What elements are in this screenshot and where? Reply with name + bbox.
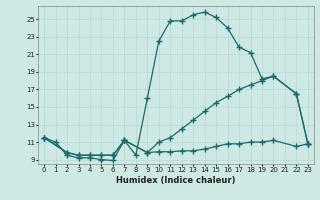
X-axis label: Humidex (Indice chaleur): Humidex (Indice chaleur): [116, 176, 236, 185]
